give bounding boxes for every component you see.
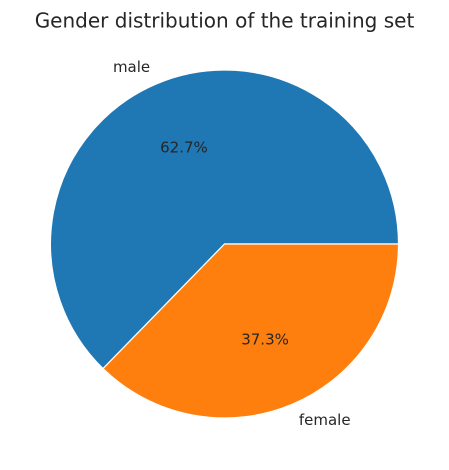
percent-label-male: 62.7% [160, 138, 208, 156]
pie-labels: male 62.7% female 37.3% [113, 58, 351, 429]
pie-slices [49, 69, 400, 419]
pie-slice-male [49, 69, 400, 370]
slice-label-male: male [113, 58, 150, 76]
pie-slice-female [102, 243, 400, 419]
percent-label-female: 37.3% [241, 331, 289, 349]
slice-label-female: female [299, 411, 351, 429]
chart-title: Gender distribution of the training set [35, 9, 415, 33]
